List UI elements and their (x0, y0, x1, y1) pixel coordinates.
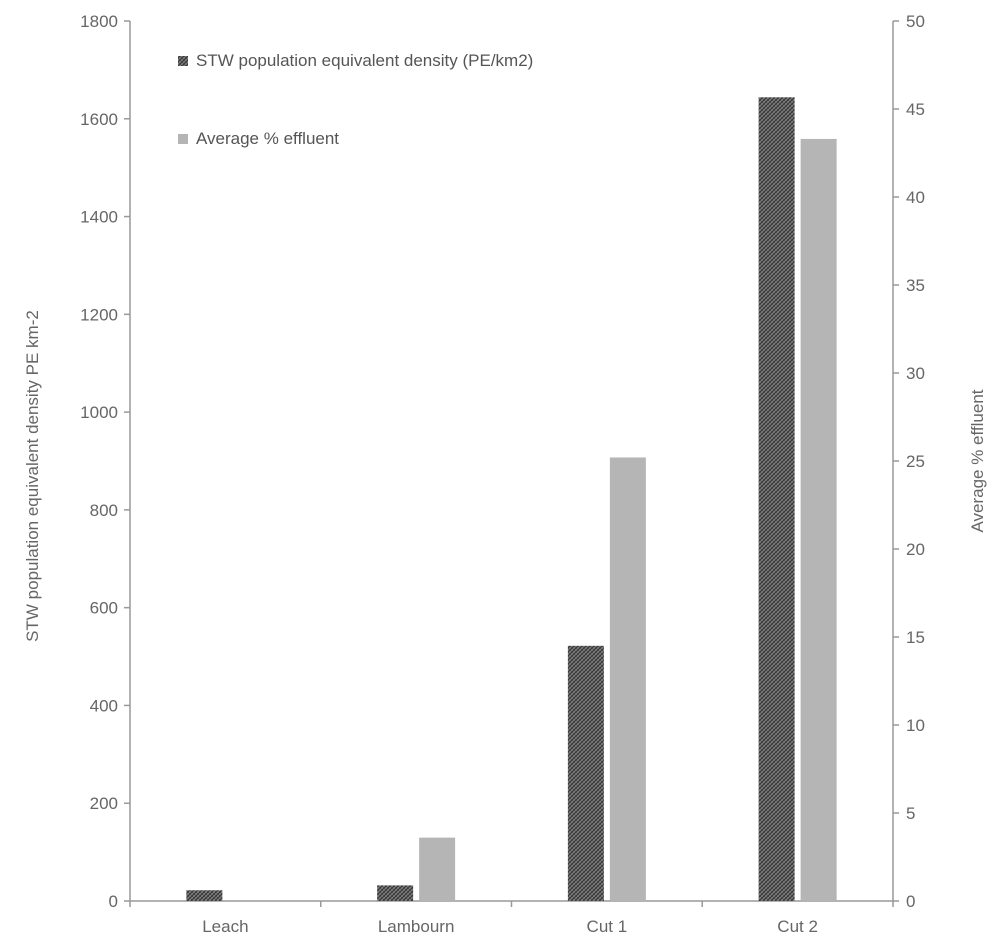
right-tick-label: 10 (906, 716, 925, 735)
bar-stw-density (567, 645, 604, 901)
right-tick-label: 40 (906, 188, 925, 207)
category-label: Cut 1 (587, 917, 628, 936)
right-tick-label: 50 (906, 12, 925, 31)
left-tick-label: 200 (90, 794, 118, 813)
right-tick-label: 45 (906, 100, 925, 119)
right-tick-label: 35 (906, 276, 925, 295)
bar-average-effluent (419, 837, 456, 901)
category-label: Cut 2 (777, 917, 818, 936)
legend-swatch (178, 56, 188, 66)
left-tick-label: 800 (90, 501, 118, 520)
bar-average-effluent (609, 457, 646, 901)
left-tick-label: 1000 (80, 403, 118, 422)
left-tick-label: 1800 (80, 12, 118, 31)
right-tick-label: 30 (906, 364, 925, 383)
category-label: Leach (202, 917, 248, 936)
left-tick-label: 1600 (80, 110, 118, 129)
bar-stw-density (377, 885, 414, 901)
left-axis-title: STW population equivalent density PE km-… (23, 310, 42, 642)
bar-stw-density (186, 890, 223, 901)
left-tick-label: 600 (90, 599, 118, 618)
left-tick-label: 400 (90, 696, 118, 715)
right-tick-label: 25 (906, 452, 925, 471)
left-tick-label: 0 (109, 892, 118, 911)
bar-average-effluent (800, 138, 837, 902)
right-tick-label: 20 (906, 540, 925, 559)
right-axis-title: Average % effluent (968, 389, 987, 532)
right-tick-label: 5 (906, 804, 915, 823)
left-tick-label: 1200 (80, 305, 118, 324)
category-label: Lambourn (378, 917, 455, 936)
legend-label: STW population equivalent density (PE/km… (196, 51, 533, 70)
bar-stw-density (758, 97, 795, 902)
legend-swatch (178, 134, 188, 144)
legend-label: Average % effluent (196, 129, 339, 148)
right-tick-label: 15 (906, 628, 925, 647)
left-tick-label: 1400 (80, 208, 118, 227)
right-tick-label: 0 (906, 892, 915, 911)
